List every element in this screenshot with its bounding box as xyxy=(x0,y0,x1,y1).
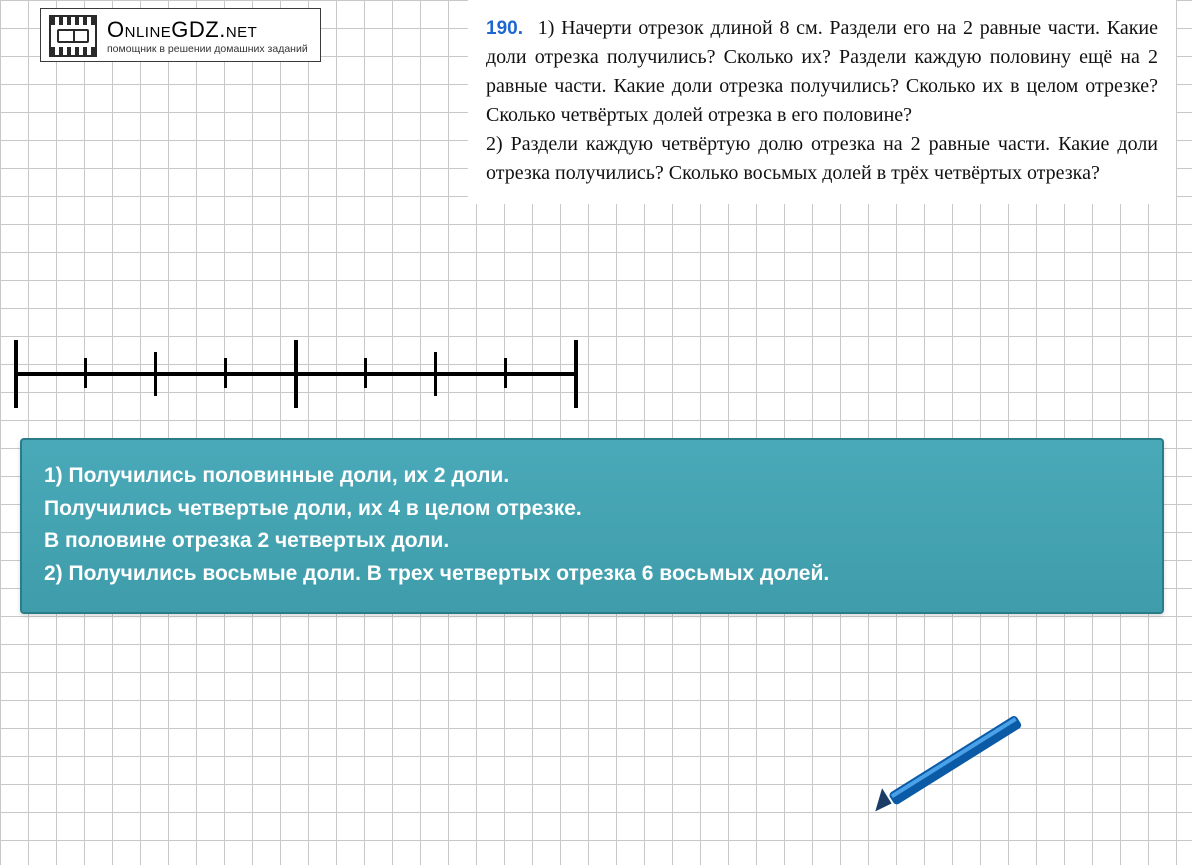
site-logo: OnlineGDZ.net помощник в решении домашни… xyxy=(40,8,321,62)
answer-line: 2) Получились восьмые доли. В трех четве… xyxy=(44,558,1140,591)
segment-tick xyxy=(14,340,18,408)
segment-tick xyxy=(574,340,578,408)
segment-tick xyxy=(154,352,157,396)
segment-tick xyxy=(84,358,87,388)
answer-box: 1) Получились половинные доли, их 2 доли… xyxy=(20,438,1164,614)
problem-body: 1) Начерти отрезок длиной 8 см. Раздели … xyxy=(486,17,1158,184)
answer-line: В половине отрезка 2 четвертых доли. xyxy=(44,525,1140,558)
answer-line: 1) Получились половинные доли, их 2 доли… xyxy=(44,460,1140,493)
logo-subtitle: помощник в решении домашних заданий xyxy=(107,43,308,55)
problem-text-box: 190. 1) Начерти отрезок длиной 8 см. Раз… xyxy=(468,0,1176,204)
segment-tick xyxy=(224,358,227,388)
number-line-segment xyxy=(16,338,576,410)
answer-line: Получились четвертые доли, их 4 в целом … xyxy=(44,493,1140,526)
pencil-icon xyxy=(870,686,1070,846)
logo-title: OnlineGDZ.net xyxy=(107,17,308,43)
problem-number: 190. xyxy=(486,18,523,39)
problem-paragraph: 190. 1) Начерти отрезок длиной 8 см. Раз… xyxy=(486,14,1158,188)
film-book-icon xyxy=(49,15,97,57)
segment-tick xyxy=(364,358,367,388)
segment-tick xyxy=(434,352,437,396)
segment-tick xyxy=(294,340,298,408)
segment-tick xyxy=(504,358,507,388)
